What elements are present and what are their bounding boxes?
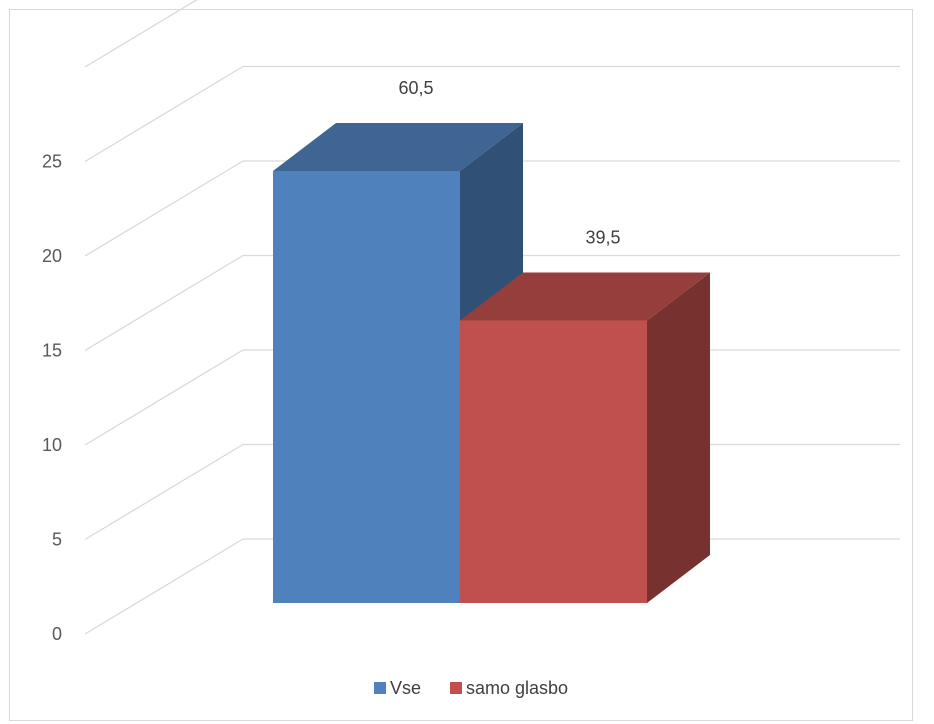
bar-front-face (273, 171, 460, 603)
legend: Vse samo glasbo (374, 678, 568, 698)
gridline-side (84, 65, 244, 163)
bar-top-face (273, 123, 523, 171)
y-tick-label: 15 (42, 341, 62, 361)
y-tick-label: 10 (42, 435, 62, 455)
legend-swatch (374, 682, 386, 694)
bar-front-face (460, 320, 647, 603)
gridline-side (84, 443, 244, 541)
bar-side-face (647, 272, 710, 603)
y-tick-label: 20 (42, 246, 62, 266)
gridline-side (84, 160, 244, 257)
legend-label: Vse (390, 678, 421, 698)
y-axis-ticks: 0 5 10 15 20 25 (42, 152, 62, 645)
y-tick-label: 25 (42, 152, 62, 172)
data-label: 39,5 (585, 227, 620, 247)
gridline-side (84, 538, 244, 635)
y-tick-label: 0 (52, 624, 62, 644)
bars (273, 123, 710, 603)
data-labels: 60,5 39,5 (398, 78, 620, 247)
legend-label: samo glasbo (466, 678, 568, 698)
gridline-side (84, 349, 244, 446)
bar-samo-glasbo (460, 272, 710, 603)
bar-top-face (460, 272, 710, 321)
gridline-side (84, 254, 244, 352)
y-tick-label: 5 (52, 530, 62, 550)
gridline-side (84, 0, 198, 68)
data-label: 60,5 (398, 78, 433, 98)
legend-swatch (450, 682, 462, 694)
